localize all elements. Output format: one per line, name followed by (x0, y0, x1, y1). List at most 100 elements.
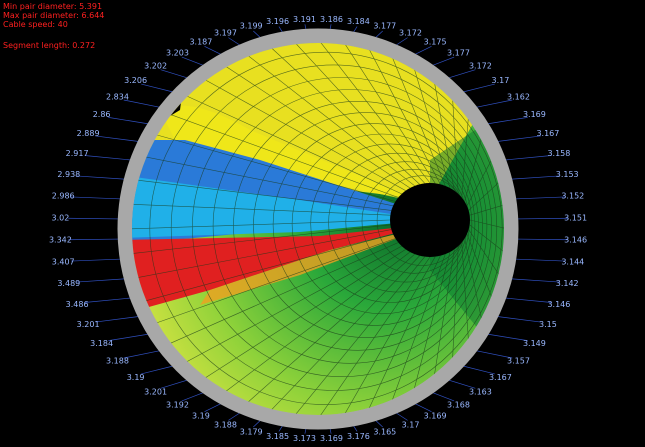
mesh-line (268, 255, 420, 413)
ring-label: 3.201 (77, 320, 100, 329)
ring-label: 2.917 (66, 149, 89, 158)
mesh-line (468, 179, 502, 211)
ring-label: 3.206 (124, 76, 147, 85)
ring-label: 3.185 (266, 432, 289, 441)
ring-label: 3.168 (447, 401, 470, 410)
mesh-line (153, 133, 396, 202)
ring-label: 3.172 (399, 28, 422, 37)
ring-label: 3.17 (402, 421, 420, 430)
ring-label: 3.199 (240, 22, 263, 31)
mesh-ring (272, 123, 476, 326)
mesh-line (222, 64, 411, 189)
ring-label: 3.172 (469, 61, 492, 70)
ring-label: 3.175 (424, 37, 447, 46)
mesh-line (466, 234, 494, 302)
ring-label: 3.173 (293, 434, 316, 443)
mesh-ring (253, 112, 479, 338)
ring-label: 3.196 (266, 17, 289, 26)
ring-label: 3.184 (90, 339, 113, 348)
mesh-line (461, 113, 470, 198)
mesh-line (245, 253, 415, 405)
mesh-line (433, 78, 455, 191)
mesh-line (366, 45, 441, 185)
ring-label: 3.187 (189, 37, 212, 46)
mesh-line (468, 229, 502, 279)
mesh-line (167, 242, 399, 345)
mesh-line (317, 256, 431, 415)
segment-length: Segment length: 0.272 (3, 41, 95, 50)
cable-speed: Cable speed: 40 (3, 20, 68, 29)
ring-label: 3.15 (539, 320, 557, 329)
ring-label: 3.486 (66, 300, 89, 309)
mesh-line (466, 156, 494, 206)
mesh-line (342, 43, 436, 184)
tube-surface (132, 43, 504, 415)
mesh-line (134, 179, 392, 211)
ring-label: 3.186 (320, 15, 343, 24)
mesh-line (412, 251, 451, 394)
mesh-line (183, 245, 402, 364)
ring-label: 2.889 (77, 129, 100, 138)
ring-label: 3.151 (564, 214, 587, 223)
mesh-line (132, 219, 391, 230)
mesh-line (292, 43, 425, 184)
tube-exit (390, 183, 470, 257)
ring-label: 3.176 (347, 432, 370, 441)
ring-label: 3.191 (293, 15, 316, 24)
min-diameter: Min pair diameter: 5.391 (3, 2, 102, 11)
ring-label: 3.169 (523, 110, 546, 119)
mesh-line (469, 219, 504, 230)
mesh-line (390, 53, 446, 186)
ring-label: 3.201 (144, 388, 167, 397)
ring-label: 3.142 (556, 279, 579, 288)
ring-label: 3.407 (52, 257, 75, 266)
mesh-line (469, 224, 504, 255)
ring-label: 3.169 (424, 412, 447, 421)
mesh-line (342, 256, 436, 415)
ring-label: 3.184 (347, 17, 370, 26)
ring-label: 3.02 (51, 214, 69, 223)
mesh-line (132, 224, 391, 255)
ring (117, 28, 519, 430)
ring-label: 2.986 (52, 192, 75, 201)
ring-label: 3.165 (373, 427, 396, 436)
ring-label: 3.167 (536, 129, 559, 138)
mesh-line (461, 242, 470, 345)
ring-label: 3.203 (166, 48, 189, 57)
ring-label: 3.157 (507, 357, 530, 366)
mesh-line (464, 238, 483, 325)
mesh-line (469, 203, 504, 216)
ring-label: 3.163 (469, 388, 492, 397)
mesh-line (222, 251, 411, 394)
mesh-line (366, 255, 441, 413)
ring-label: 3.19 (192, 412, 210, 421)
mesh-line (167, 113, 399, 198)
ring-label: 3.177 (373, 22, 396, 31)
mesh-ring (192, 77, 492, 378)
mesh-line (134, 229, 392, 279)
mesh-line (433, 249, 455, 380)
ring-label: 3.153 (556, 170, 579, 179)
mesh-line (142, 155, 394, 207)
mesh-line (317, 43, 431, 184)
mesh-ring (291, 133, 473, 315)
ring-labels: 3.186 3.1843.1773.1723.1753.1773.1723.173… (49, 15, 587, 443)
ring-label: 3.202 (144, 61, 167, 70)
ring-label: 3.146 (547, 300, 570, 309)
mesh-line (464, 133, 483, 202)
ring-label: 3.179 (240, 427, 263, 436)
ring-label: 3.188 (106, 357, 129, 366)
mesh-line (183, 94, 402, 195)
mesh-line (245, 53, 415, 187)
ring-label: 3.17 (491, 76, 509, 85)
mesh-line (412, 64, 451, 189)
ring-label: 3.169 (320, 434, 343, 443)
ring-label: 3.152 (561, 192, 584, 201)
mesh-ring (212, 89, 488, 364)
ring-label: 3.489 (57, 279, 80, 288)
mesh-ring (233, 101, 483, 351)
ring-label: 3.146 (564, 236, 587, 245)
ring-label: 3.192 (166, 401, 189, 410)
mesh-line (390, 254, 446, 405)
